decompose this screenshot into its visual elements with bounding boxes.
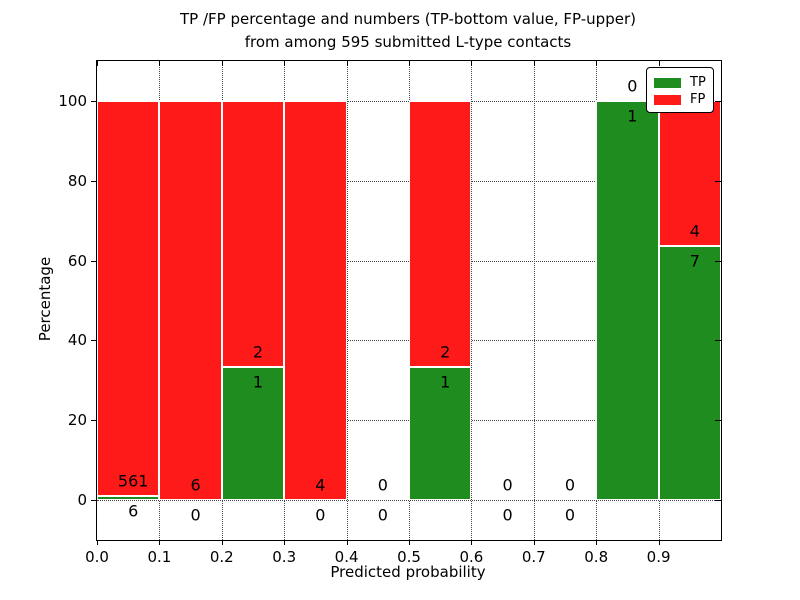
y-tick-mark <box>91 500 97 502</box>
y-tick-label: 100 <box>58 91 87 110</box>
tp-count-label: 6 <box>128 501 139 521</box>
y-tick-mark <box>91 180 97 182</box>
fp-color-swatch-icon <box>654 94 681 105</box>
x-tick-mark-top <box>658 61 660 66</box>
y-axis-label: Percentage <box>36 256 54 342</box>
y-tick-label: 80 <box>67 171 87 190</box>
x-tick-mark <box>159 540 161 545</box>
y-tick-label: 0 <box>77 491 87 510</box>
bar-segment-tp <box>658 246 721 501</box>
x-tick-label: 0.3 <box>272 548 297 566</box>
bar-segment-tp <box>97 495 160 501</box>
fp-count-label: 0 <box>502 475 513 495</box>
x-tick-mark-top <box>346 61 348 66</box>
x-tick-mark <box>284 540 286 545</box>
y-tick-mark <box>91 100 97 102</box>
tp-count-label: 0 <box>564 505 576 525</box>
y-tick-mark-right <box>715 100 721 102</box>
x-axis-label: Predicted probability <box>330 563 486 581</box>
fp-count-label: 0 <box>564 475 576 495</box>
v-gridline <box>533 61 535 540</box>
tp-count-label: 0 <box>190 505 201 525</box>
x-tick-mark-top <box>596 61 598 66</box>
chart-title-line1: TP /FP percentage and numbers (TP-bottom… <box>180 10 636 28</box>
legend: TP FP <box>646 67 714 113</box>
legend-item-fp: FP <box>654 91 713 108</box>
tp-count-label: 0 <box>315 505 326 525</box>
fp-count-label: 6 <box>190 475 201 495</box>
x-tick-label: 0.8 <box>584 548 609 566</box>
x-tick-label: 0.6 <box>459 548 484 566</box>
y-tick-mark-right <box>715 420 721 422</box>
fp-count-label: 2 <box>252 342 264 362</box>
x-tick-label: 0.4 <box>334 548 359 566</box>
y-tick-mark-right <box>715 340 721 342</box>
fp-count-label: 561 <box>117 471 149 491</box>
y-tick-label: 20 <box>67 411 87 430</box>
tp-count-label: 0 <box>377 505 388 525</box>
x-tick-label: 0.2 <box>209 548 234 566</box>
v-gridline <box>346 61 348 540</box>
fp-count-label: 0 <box>627 76 638 96</box>
y-tick-mark <box>91 260 97 262</box>
x-tick-mark-top <box>409 61 410 66</box>
x-tick-label: 0.0 <box>85 548 109 566</box>
x-tick-mark-top <box>97 61 98 66</box>
x-tick-mark-top <box>471 61 473 66</box>
y-tick-mark <box>91 340 97 342</box>
x-tick-mark <box>533 540 535 545</box>
x-tick-label: 0.5 <box>397 548 421 566</box>
tp-count-label: 1 <box>440 372 451 392</box>
x-tick-mark <box>409 540 410 545</box>
y-tick-mark-right <box>715 500 721 502</box>
chart-title-line2: from among 595 submitted L-type contacts <box>244 33 572 51</box>
fp-count-label: 4 <box>689 221 700 241</box>
legend-label-tp: TP <box>690 75 706 90</box>
tp-count-label: 7 <box>689 251 700 271</box>
x-tick-mark-top <box>533 61 535 66</box>
x-tick-label: 0.9 <box>646 548 671 566</box>
bar-segment-fp <box>409 100 472 368</box>
v-gridline <box>471 61 473 540</box>
bar-segment-fp <box>97 100 160 496</box>
y-tick-label: 60 <box>67 251 87 270</box>
tp-color-swatch-icon <box>654 77 681 88</box>
x-tick-mark <box>221 540 223 545</box>
chart-title: TP /FP percentage and numbers (TP-bottom… <box>96 8 720 54</box>
y-tick-mark-right <box>715 260 721 262</box>
bar-segment-fp <box>221 100 285 368</box>
bar-segment-fp <box>658 100 721 247</box>
legend-label-fp: FP <box>690 92 706 107</box>
x-tick-label: 0.1 <box>147 548 172 566</box>
x-tick-mark <box>596 540 598 545</box>
x-tick-mark-top <box>284 61 286 66</box>
bar-segment-fp <box>159 100 222 501</box>
tp-count-label: 1 <box>627 106 638 126</box>
plot-area: 561 6 6 0 2 1 4 0 0 0 2 1 0 0 0 0 0 1 4 7 0.0 0.1 0.2 0.3 0.4 0.5… <box>58 60 722 566</box>
x-tick-mark-top <box>159 61 161 66</box>
bar-segment-tp <box>409 367 472 501</box>
tp-count-label: 0 <box>502 505 513 525</box>
y-tick-mark <box>91 420 97 422</box>
fp-count-label: 2 <box>440 342 451 362</box>
y-tick-label: 40 <box>67 331 87 350</box>
x-tick-mark <box>471 540 473 545</box>
x-tick-mark <box>346 540 348 545</box>
x-tick-mark <box>658 540 660 545</box>
bar-segment-tp <box>221 367 285 501</box>
bar-segment-tp <box>596 100 659 501</box>
legend-item-tp: TP <box>654 74 713 91</box>
tp-count-label: 1 <box>252 372 264 392</box>
x-tick-mark <box>97 540 98 545</box>
x-tick-mark-top <box>221 61 223 66</box>
bar-segment-fp <box>284 100 347 501</box>
fp-count-label: 4 <box>315 475 326 495</box>
y-tick-mark-right <box>715 180 721 182</box>
x-tick-label: 0.7 <box>521 548 546 566</box>
fp-count-label: 0 <box>377 475 388 495</box>
